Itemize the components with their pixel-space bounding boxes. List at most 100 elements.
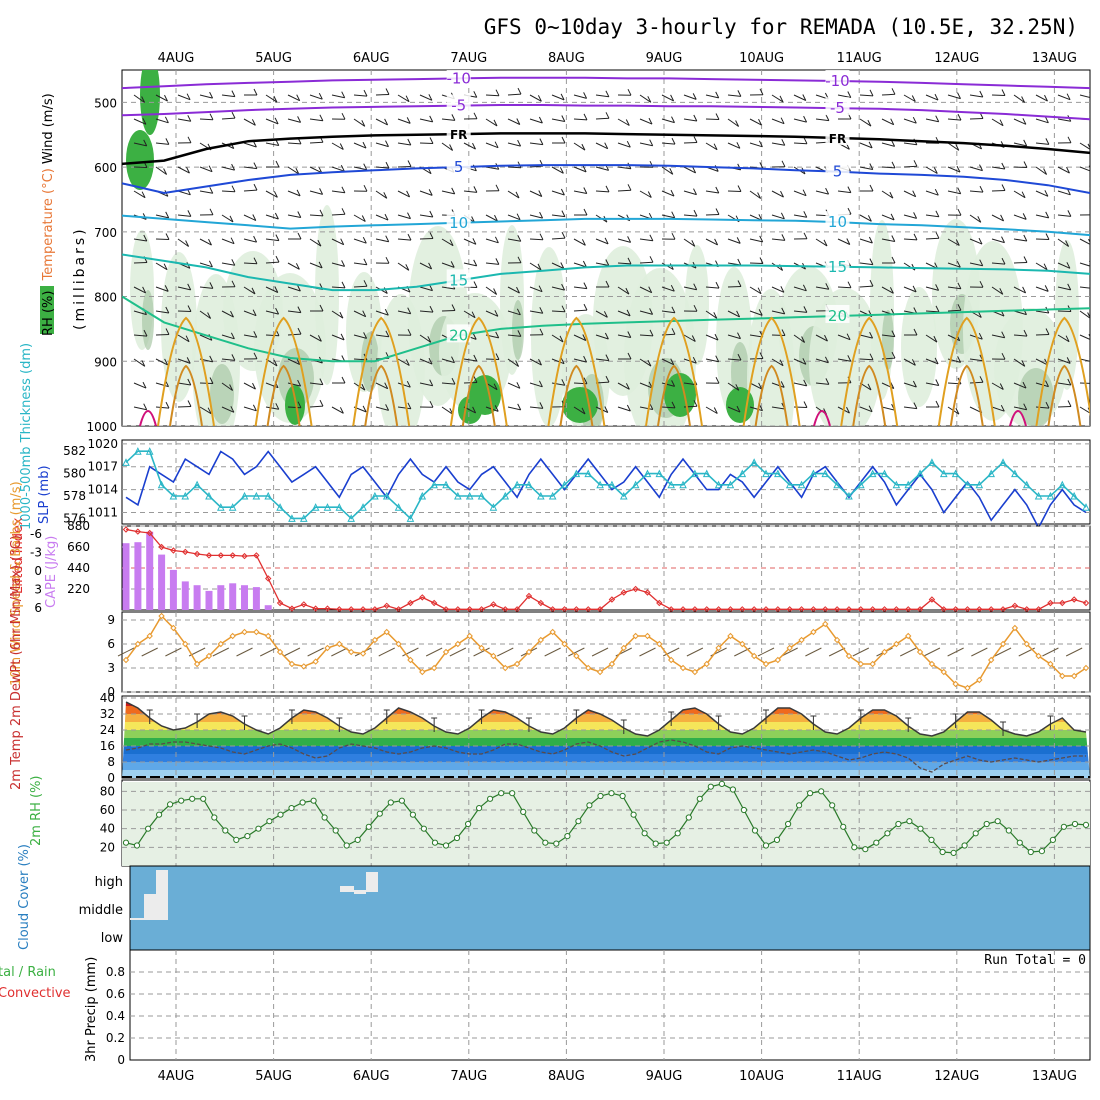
wind-barb-feather <box>494 236 499 244</box>
wind-barb-feather <box>229 384 234 391</box>
li-point <box>537 599 545 607</box>
wind-barb-feather <box>341 112 346 120</box>
wind-barb <box>617 382 630 390</box>
wind-barb <box>529 406 543 409</box>
wind-barb <box>1057 166 1070 174</box>
wind-barb <box>617 310 631 317</box>
wind-barb-feather <box>253 331 258 338</box>
wind-barb <box>419 382 433 387</box>
wind-barb <box>397 382 411 388</box>
rh-point <box>851 844 858 851</box>
wind-barb-feather <box>1044 190 1049 197</box>
wind-barb <box>903 238 918 241</box>
wind-barb-feather <box>935 210 940 218</box>
wind-barb <box>529 358 542 366</box>
wind-barb-feather <box>319 304 324 312</box>
rh-tick-label: 60 <box>100 803 115 817</box>
wind-speed-point <box>525 648 533 656</box>
thickness-point <box>857 480 865 489</box>
wind-barb-feather <box>1045 328 1050 335</box>
wind-barb <box>529 214 543 219</box>
rh2m-grid <box>122 782 1090 866</box>
wind-barb-feather <box>605 354 610 361</box>
wind-barb <box>903 118 917 124</box>
wind-barb-feather <box>605 280 610 288</box>
wind-barb-feather <box>803 306 808 313</box>
wind-barb <box>595 117 610 120</box>
wind-barb-feather <box>1023 234 1028 242</box>
wind-barb-feather <box>230 332 235 340</box>
li-point <box>1070 596 1078 603</box>
wind-barb <box>595 238 609 245</box>
wind-speed-point <box>1082 664 1090 672</box>
rh-point <box>244 833 251 840</box>
contour-label-bg <box>446 70 471 86</box>
li-point <box>134 528 142 535</box>
wind-barb-feather <box>583 377 588 384</box>
wind-barb-feather <box>384 118 389 126</box>
rh-tick-label: 40 <box>100 822 115 836</box>
thickness-point <box>145 447 154 455</box>
wind-barb-feather <box>517 330 522 337</box>
temp-tick-label: 32 <box>100 707 115 721</box>
wind-barb-feather <box>979 90 984 98</box>
wind10m-barb <box>236 647 253 657</box>
wind-barb-feather <box>472 238 477 245</box>
wind-barb <box>419 334 432 343</box>
thickness-point <box>963 480 972 489</box>
wind-barb <box>573 262 587 268</box>
wind-barb <box>441 358 455 364</box>
rh-point <box>1038 848 1046 855</box>
wind-barb-feather <box>802 358 807 365</box>
wind-barb <box>595 334 609 340</box>
wind-barb <box>727 190 742 192</box>
wind-barb <box>617 142 631 148</box>
temp-tick-label: 40 <box>100 691 115 705</box>
wind-speed-point <box>371 636 379 644</box>
precip-tick-label: 0.4 <box>106 1009 125 1023</box>
wind-barb-feather <box>429 305 434 313</box>
wind-barb-feather <box>297 232 302 240</box>
rh-point <box>729 786 737 793</box>
wind-barb-feather <box>493 383 498 390</box>
li-point <box>122 526 130 533</box>
li-point <box>241 552 248 560</box>
wind-barb-feather <box>1045 138 1050 145</box>
wind-barb <box>419 310 434 313</box>
wind-barb <box>969 94 983 98</box>
wind-tick-label: 0 <box>107 685 115 699</box>
wind-barb-feather <box>473 376 478 383</box>
wind-speed-point <box>857 660 865 668</box>
wind-barb-feather <box>516 308 521 316</box>
surface-heat-contour <box>254 316 313 426</box>
wind-barb <box>1013 94 1025 103</box>
wind-speed-point <box>691 668 699 676</box>
wind-barb-feather <box>714 238 719 246</box>
wind-barb <box>221 166 235 171</box>
wind-barb <box>177 382 191 386</box>
wind-barb-feather <box>979 259 984 266</box>
wind-barb-feather <box>273 191 278 198</box>
wind-barb <box>309 214 324 217</box>
wind-barb <box>199 238 212 246</box>
wind-barb-feather <box>780 212 785 220</box>
wind10m-speed-line <box>122 612 1090 692</box>
wind-barb-feather <box>803 115 808 123</box>
wind-barb <box>683 118 697 122</box>
wind-barb-feather <box>341 186 346 194</box>
wind10m-barb <box>449 647 467 657</box>
wind-barb <box>177 214 191 217</box>
wind-barb-feather <box>251 119 256 126</box>
svg-text:RH (%) Temperature (°C: RH (%) Temperature (°C) Wind (m/s) <box>41 93 56 336</box>
wind-barb <box>661 118 675 124</box>
wind-barb <box>287 94 300 102</box>
date-label-bottom: 9AUG <box>646 1069 683 1084</box>
wind-barb <box>529 190 543 197</box>
thickness-point <box>987 469 995 478</box>
wind-barb <box>551 358 565 365</box>
wind-barb-feather <box>561 115 566 122</box>
wind-barb <box>507 166 522 169</box>
